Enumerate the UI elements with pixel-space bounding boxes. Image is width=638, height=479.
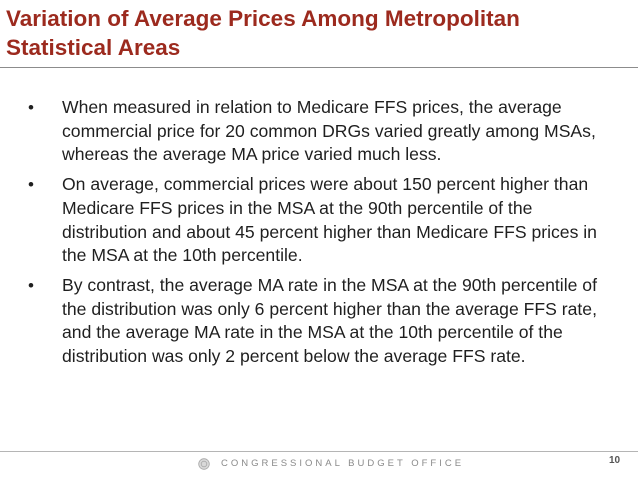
bullet-icon: • [28, 175, 34, 195]
bullet-list: • When measured in relation to Medicare … [22, 96, 622, 375]
bullet-text: When measured in relation to Medicare FF… [62, 97, 596, 165]
slide-title: Variation of Average Prices Among Metrop… [6, 6, 520, 60]
bullet-text: By contrast, the average MA rate in the … [62, 274, 597, 367]
bullet-text: On average, commercial prices were about… [62, 174, 597, 266]
list-item: • When measured in relation to Medicare … [22, 96, 622, 167]
list-item: • On average, commercial prices were abo… [22, 173, 622, 268]
bullet-icon: • [28, 275, 34, 295]
title-divider [0, 67, 638, 68]
footer-divider [0, 451, 638, 452]
cbo-seal-icon [198, 458, 210, 470]
bullet-icon: • [28, 98, 34, 117]
page-number: 10 [609, 455, 621, 466]
footer-organization: CONGRESSIONAL BUDGET OFFICE [221, 458, 465, 469]
list-item: • By contrast, the average MA rate in th… [22, 274, 622, 369]
